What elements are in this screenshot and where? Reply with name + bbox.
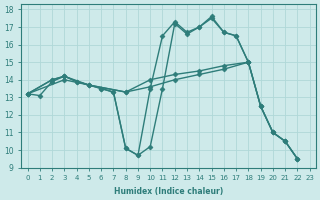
X-axis label: Humidex (Indice chaleur): Humidex (Indice chaleur) bbox=[114, 187, 223, 196]
